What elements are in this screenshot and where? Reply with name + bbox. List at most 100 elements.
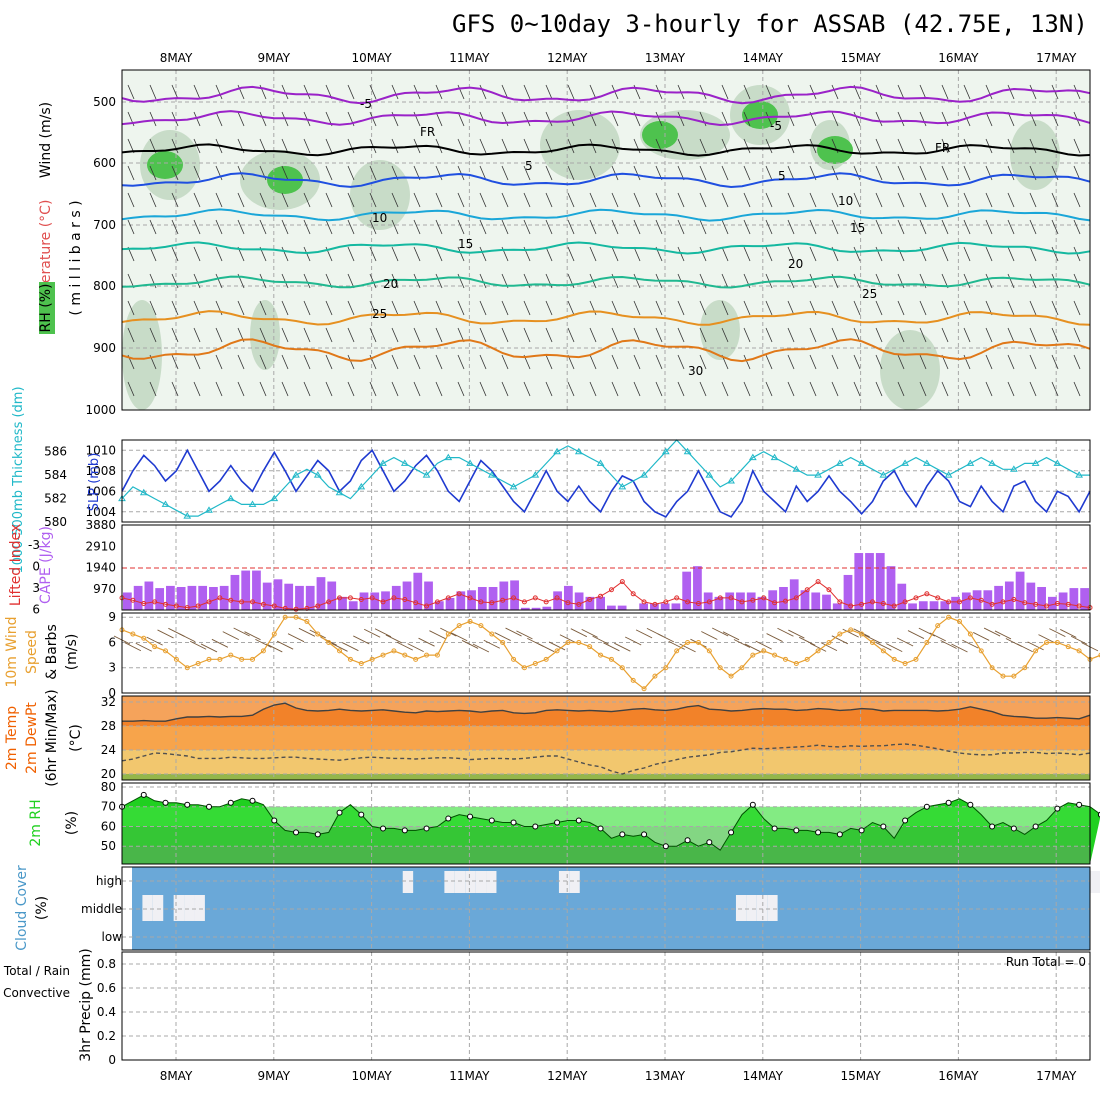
lifted-index-marker	[935, 595, 941, 601]
rh2m-tick-label: 60	[101, 819, 116, 833]
wind-barb	[1073, 219, 1081, 235]
cape-bar	[477, 586, 487, 610]
wind-barb	[677, 381, 685, 397]
rh2m-marker	[641, 831, 648, 838]
wind-barb	[545, 300, 553, 316]
lifted-index-marker	[728, 595, 734, 601]
rh-contour-fill	[1010, 120, 1060, 190]
cape-bar	[488, 586, 498, 610]
wind-barb	[435, 219, 443, 235]
wind-barb	[765, 138, 773, 154]
lifted-index-marker	[717, 595, 723, 601]
lifted-index-marker	[663, 599, 669, 605]
wind-barb	[897, 327, 905, 343]
precip-total-label: Total / Rain	[3, 964, 70, 978]
wind-barb	[611, 300, 619, 316]
wind-barb	[985, 165, 993, 181]
wind-barb	[919, 300, 927, 316]
wind-barb	[897, 84, 905, 100]
wind-barb	[567, 165, 575, 181]
wind-barb	[853, 138, 861, 154]
wind-barb	[941, 327, 949, 343]
wind-barb	[215, 246, 223, 262]
wind10m-barb	[755, 640, 772, 650]
wind10m-marker	[489, 631, 495, 637]
wind-barb	[655, 300, 663, 316]
wind-barb	[699, 219, 707, 235]
wind-barb	[765, 165, 773, 181]
wind10m-barb	[679, 643, 696, 653]
date-label-bottom: 17MAY	[1036, 1069, 1077, 1083]
contour-label: FR	[420, 125, 435, 139]
wind-barb	[501, 381, 509, 397]
wind10m-barb	[450, 632, 468, 642]
wind-barb	[149, 192, 157, 208]
lifted-index-marker	[891, 603, 897, 609]
rh2m-marker	[445, 815, 452, 822]
wind10m-barb	[548, 641, 566, 651]
wind-barb	[721, 219, 729, 235]
thickness-marker	[857, 459, 866, 466]
wind-barb	[567, 219, 575, 235]
wind-barb	[369, 381, 377, 397]
wind10m-barb	[962, 639, 979, 649]
date-label-top: 12MAY	[547, 51, 588, 65]
wind10m-marker	[674, 648, 680, 654]
thickness-marker	[1009, 465, 1018, 472]
wind-barb	[149, 219, 157, 235]
pressure-tick-label: 900	[93, 341, 116, 355]
wind10m-marker	[848, 627, 854, 633]
wind-barb	[303, 192, 311, 208]
wind10m-barb	[505, 627, 522, 637]
precip-tick-label: 0.2	[97, 1029, 116, 1043]
precip-tick-label: 0	[108, 1053, 116, 1067]
wind-barb	[765, 300, 773, 316]
rh2m-tick-label: 50	[101, 839, 116, 853]
wind-barb	[765, 381, 773, 397]
wind-barb	[567, 327, 575, 343]
wind10m-barb	[788, 629, 805, 639]
contour-label: 15	[458, 237, 473, 251]
wind10m-barb	[668, 640, 685, 650]
wind-barb	[699, 84, 707, 100]
cloud-axis-label: Cloud Cover	[14, 865, 30, 951]
wind10m-barb	[537, 643, 555, 653]
wind10m-marker	[913, 656, 919, 662]
cape-bar	[327, 581, 337, 610]
wind-barb	[787, 354, 795, 370]
wind-barb	[1029, 327, 1037, 343]
wind10m-barb	[603, 642, 620, 652]
lifted-index-marker	[608, 587, 614, 593]
date-label-bottom: 9MAY	[257, 1069, 290, 1083]
cloud-middle-block	[756, 895, 768, 921]
wind10m-label-2: Speed	[24, 630, 40, 674]
wind-barb	[589, 138, 597, 154]
cape-bar	[284, 583, 294, 610]
wind10m-marker	[163, 648, 169, 654]
cape-bar	[983, 590, 993, 610]
wind-barb	[303, 300, 311, 316]
rh2m-marker	[662, 843, 669, 850]
wind10m-barb	[1027, 641, 1044, 651]
wind10m-barb	[211, 638, 229, 648]
thickness-marker	[139, 488, 148, 496]
thickness-marker	[1031, 459, 1040, 466]
wind10m-marker	[369, 656, 375, 662]
wind10m-marker	[608, 656, 614, 662]
lifted-index-marker	[445, 595, 451, 601]
wind-barb	[501, 219, 509, 235]
wind10m-marker	[543, 656, 549, 662]
wind-barb	[853, 219, 861, 235]
wind-barb	[237, 192, 245, 208]
wind10m-marker	[978, 648, 984, 654]
cape-bar	[1004, 581, 1014, 610]
wind10m-marker	[706, 648, 712, 654]
wind-barb	[523, 165, 531, 181]
wind-barb	[435, 300, 443, 316]
wind-barb	[303, 327, 311, 343]
wind10m-barb	[733, 639, 751, 648]
lifted-index-marker	[989, 601, 995, 607]
wind-barb	[897, 273, 905, 289]
rh2m-marker	[815, 829, 822, 836]
lifted-index-marker	[337, 595, 343, 601]
